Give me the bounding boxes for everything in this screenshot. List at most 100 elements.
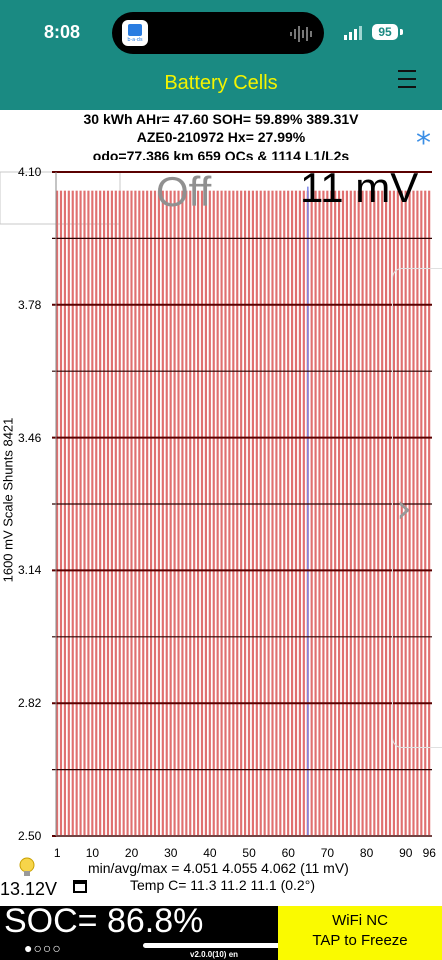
odometer-line: odo=77,386 km 659 QCs & 1114 L1/L2s [92,148,350,160]
cell-bar [114,190,117,837]
cell-bar [103,190,106,837]
side-panel-handle[interactable] [392,268,442,748]
calendar-icon[interactable] [73,880,87,893]
shunt-status-label[interactable]: Off [156,168,212,215]
freeze-action-label: TAP to Freeze [312,932,408,949]
lightbulb-icon[interactable] [18,857,36,879]
cell-bar [71,190,74,837]
cell-bar [220,190,223,837]
cell-bar [247,190,251,837]
cell-bar [345,190,348,837]
y-tick-label: 3.46 [18,430,42,445]
x-tick-label: 30 [164,846,178,860]
cell-bar [236,190,239,837]
cell-bar [212,190,215,837]
cell-bar [388,190,392,837]
x-tick-label: 60 [281,846,295,860]
cell-bar [146,190,149,837]
cell-bar [420,190,423,837]
chevron-right-icon[interactable]: › [396,486,412,532]
cell-bar [255,190,258,837]
cell-bar [181,190,184,837]
status-time: 8:08 [44,22,81,42]
cell-bar [142,190,145,837]
y-tick-label: 3.78 [18,297,42,312]
page-dots[interactable]: ●○○○ [24,940,62,956]
soc-readout[interactable]: SOC= 86.8% [4,902,204,940]
cell-bar [150,190,153,837]
y-tick-label: 4.10 [18,165,42,179]
cell-bar [341,190,345,837]
cell-bar [224,190,227,837]
cell-bar [310,190,313,837]
cell-bar [208,190,211,837]
cell-bar [240,190,243,837]
battery-summary-line: 30 kWh AHr= 47.60 SOH= 59.89% 389.31V [83,111,359,127]
audio-wave-icon [290,26,312,42]
cell-bar [169,190,172,837]
cellular-signal-icon [344,26,362,40]
vehicle-id-line: AZE0-210972 Hx= 27.99% [136,129,306,145]
x-tick-label: 10 [85,846,100,860]
cell-bar [91,190,94,837]
battery-level-badge: 95 [372,24,398,40]
cell-bar [294,190,298,837]
cell-bar [318,190,321,837]
cell-bar [322,190,325,837]
cell-bar [110,190,113,837]
home-indicator[interactable] [143,943,293,948]
cell-bar [298,190,301,837]
cell-bar [330,190,333,837]
cell-bar [161,190,164,837]
x-tick-label: 96 [422,846,436,860]
x-tick-label: 90 [399,846,413,860]
cell-bar [396,190,399,837]
cell-voltage-chart[interactable] [0,160,442,850]
cell-bar [404,190,407,837]
app-icon: b·a·ds [122,20,148,46]
cell-bar [87,190,90,837]
y-axis-title: 1600 mV Scale Shunts 8421 [0,417,16,583]
wifi-freeze-button[interactable] [278,906,442,960]
asterisk-icon[interactable]: * [416,126,431,161]
cell-bar [138,190,141,837]
cell-bar [373,190,376,837]
cell-bar [385,190,388,837]
cell-bar [177,190,180,837]
cell-bar [197,190,200,837]
cell-bar [412,190,415,837]
cell-bar [232,190,235,837]
cell-bar [369,190,372,837]
cell-bar [228,190,231,837]
cell-bar [416,190,419,837]
cell-bar [338,190,341,837]
cell-bar [302,190,305,837]
cell-bar [326,190,329,837]
app-icon-label: b·a·ds [127,37,143,43]
cell-bar [106,190,110,837]
cell-bar [424,190,427,837]
cell-bar [134,190,137,837]
wifi-status-label: WiFi NC [332,912,388,929]
aux-battery-voltage: 13.12V [0,879,58,899]
cell-bar [99,190,102,837]
cell-bar [275,190,278,837]
cell-bar [189,190,192,837]
cell-bar [251,190,254,837]
x-tick-label: 1 [53,846,61,860]
cell-bar [200,190,204,837]
cell-bar [79,190,82,837]
cell-bar [67,190,70,837]
cell-bar [75,190,78,837]
cell-bar [157,190,160,837]
x-tick-label: 70 [320,846,335,860]
cell-bar [314,190,317,837]
cell-bar [361,190,364,837]
y-tick-label: 2.50 [18,829,42,843]
cell-bar [216,190,219,837]
cell-bar [83,190,86,837]
x-tick-label: 20 [124,846,139,860]
menu-icon[interactable] [398,70,416,94]
cell-bar [349,190,352,837]
cell-bar [377,190,380,837]
